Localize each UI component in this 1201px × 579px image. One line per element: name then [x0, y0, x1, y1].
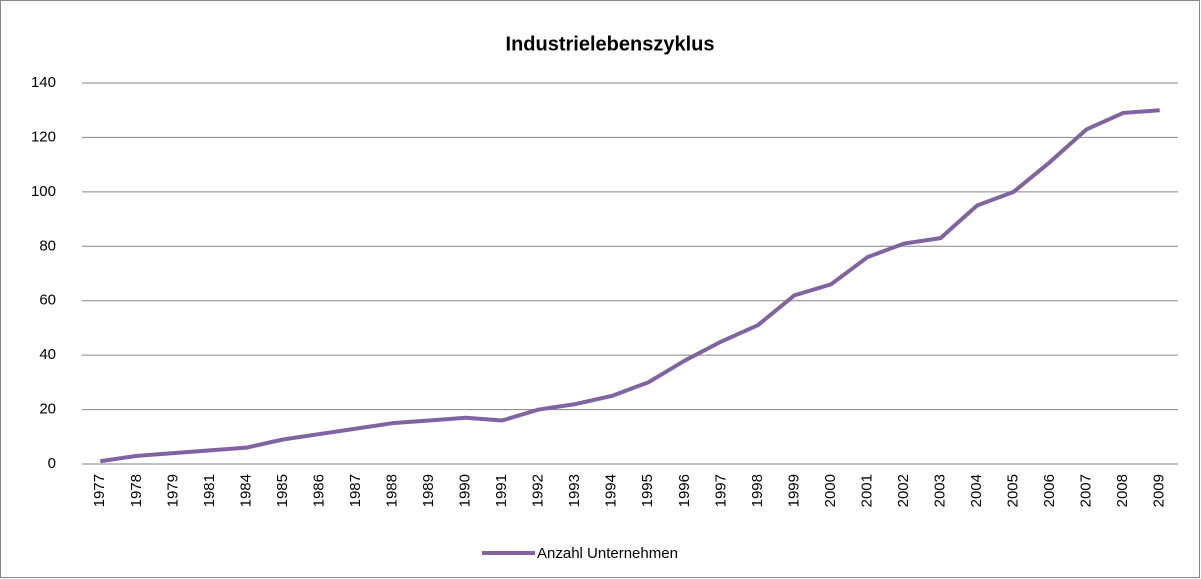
y-tick-label: 0 — [48, 455, 56, 472]
y-tick-label: 120 — [31, 128, 56, 145]
x-tick-label: 2007 — [1078, 474, 1095, 507]
x-tick-label: 1999 — [785, 474, 802, 507]
data-line — [99, 108, 1160, 464]
x-tick-label: 1991 — [493, 474, 510, 507]
x-tick-label: 1996 — [676, 474, 693, 507]
x-tick-label: 2009 — [1151, 474, 1168, 507]
y-tick-label: 140 — [31, 74, 56, 91]
y-tick-label: 20 — [39, 401, 56, 418]
x-tick-label: 1985 — [274, 474, 291, 507]
x-tick-label: 1988 — [384, 474, 401, 507]
y-tick-label: 80 — [39, 237, 56, 254]
y-tick-label: 100 — [31, 183, 56, 200]
x-tick-label: 1986 — [310, 474, 327, 507]
x-tick-label: 2001 — [858, 474, 875, 507]
x-tick-label: 1998 — [749, 474, 766, 507]
x-tick-label: 1977 — [91, 474, 108, 507]
x-tick-label: 1995 — [639, 474, 656, 507]
x-tick-label: 2000 — [822, 474, 839, 507]
x-tick-label: 1997 — [712, 474, 729, 507]
y-tick-label: 40 — [39, 346, 56, 363]
x-tick-label: 2008 — [1114, 474, 1131, 507]
x-tick-label: 1979 — [164, 474, 181, 507]
x-tick-label: 1978 — [128, 474, 145, 507]
x-tick-label: 2003 — [932, 474, 949, 507]
x-tick-label: 2004 — [968, 474, 985, 507]
x-tick-label: 2006 — [1041, 474, 1058, 507]
x-tick-label: 1993 — [566, 474, 583, 507]
y-tick-label: 60 — [39, 292, 56, 309]
x-tick-label: 1981 — [201, 474, 218, 507]
x-tick-label: 1984 — [237, 474, 254, 507]
x-tick-label: 2002 — [895, 474, 912, 507]
x-tick-label: 2005 — [1005, 474, 1022, 507]
legend-label: Anzahl Unternehmen — [537, 545, 678, 562]
x-tick-label: 1990 — [457, 474, 474, 507]
chart-title: Industrielebenszyklus — [506, 33, 715, 55]
x-tick-label: 1994 — [603, 474, 620, 507]
x-tick-label: 1992 — [530, 474, 547, 507]
x-tick-label: 1989 — [420, 474, 437, 507]
x-tick-label: 1987 — [347, 474, 364, 507]
